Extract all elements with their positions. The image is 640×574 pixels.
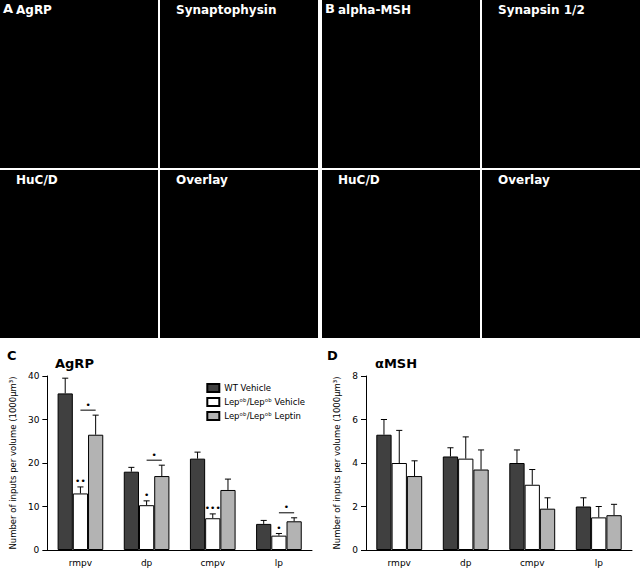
- svg-text:10: 10: [28, 502, 40, 512]
- svg-text:Number of inputs per volume (1: Number of inputs per volume (1000µm³): [332, 376, 342, 549]
- html-text:B alpha-MSH: B alpha-MSH: [325, 1, 412, 17]
- html-text:Synapsin 1/2: Synapsin 1/2: [498, 3, 585, 17]
- svg-text:•: •: [276, 523, 281, 533]
- svg-text:Lepᵒᵇ/Lepᵒᵇ Leptin: Lepᵒᵇ/Lepᵒᵇ Leptin: [224, 411, 301, 421]
- html-text:Overlay: Overlay: [176, 173, 228, 187]
- svg-text:Lepᵒᵇ/Lepᵒᵇ Vehicle: Lepᵒᵇ/Lepᵒᵇ Vehicle: [224, 397, 305, 407]
- svg-text:dp: dp: [141, 558, 153, 568]
- svg-text:20: 20: [28, 458, 40, 468]
- html-text:HuC/D: HuC/D: [338, 173, 380, 187]
- svg-text:lp: lp: [275, 558, 284, 568]
- svg-text:•••: •••: [205, 503, 221, 513]
- svg-text:cmpv: cmpv: [520, 558, 545, 568]
- svg-text:rmpv: rmpv: [388, 558, 412, 568]
- html-text:A AgRP: A AgRP: [3, 1, 52, 17]
- svg-text:cmpv: cmpv: [200, 558, 225, 568]
- svg-text:••: ••: [75, 476, 86, 486]
- svg-text:C: C: [7, 348, 17, 363]
- svg-text:40: 40: [28, 371, 40, 381]
- svg-text:•: •: [85, 400, 90, 410]
- svg-text:dp: dp: [460, 558, 472, 568]
- svg-text:2: 2: [352, 502, 358, 512]
- svg-text:Number of inputs per volume (1: Number of inputs per volume (1000µm³): [8, 376, 18, 549]
- svg-text:AgRP: AgRP: [55, 356, 94, 371]
- svg-text:8: 8: [352, 371, 358, 381]
- svg-text:αMSH: αMSH: [375, 356, 417, 371]
- html-text:Overlay: Overlay: [498, 173, 550, 187]
- svg-text:30: 30: [28, 415, 40, 425]
- svg-text:rmpv: rmpv: [69, 558, 93, 568]
- svg-text:D: D: [327, 348, 338, 363]
- svg-text:lp: lp: [595, 558, 604, 568]
- svg-text:0: 0: [34, 545, 40, 555]
- svg-text:4: 4: [352, 458, 358, 468]
- svg-text:6: 6: [352, 415, 358, 425]
- svg-text:•: •: [144, 490, 149, 500]
- html-text:HuC/D: HuC/D: [16, 173, 58, 187]
- svg-text:•: •: [284, 502, 289, 512]
- html-text:Synaptophysin: Synaptophysin: [176, 3, 277, 17]
- svg-text:0: 0: [352, 545, 358, 555]
- svg-text:•: •: [152, 450, 157, 460]
- svg-text:WT Vehicle: WT Vehicle: [224, 383, 271, 393]
